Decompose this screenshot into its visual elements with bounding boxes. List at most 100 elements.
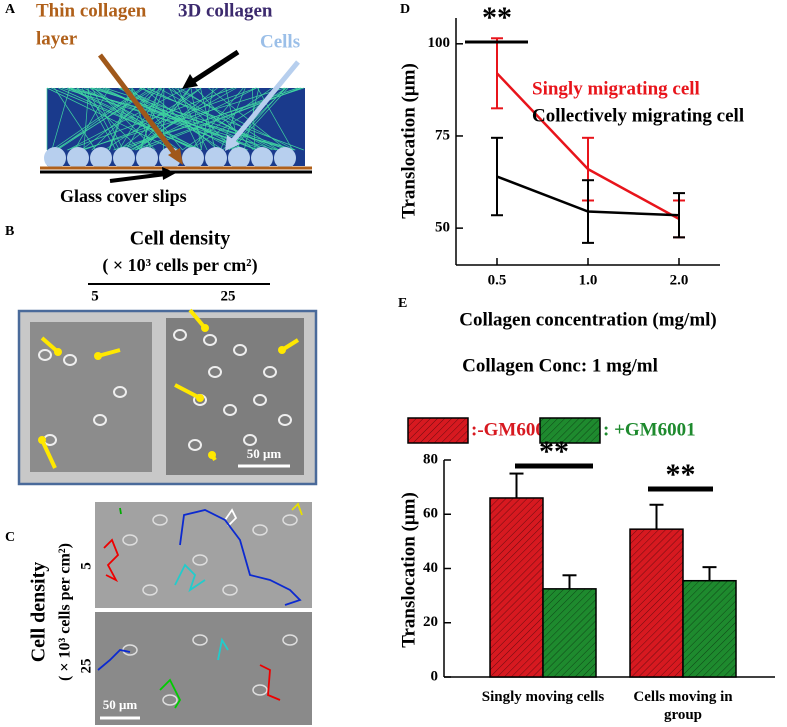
fiber — [158, 87, 273, 151]
track — [174, 563, 206, 593]
arrow-head — [168, 148, 183, 165]
fiber — [174, 87, 296, 151]
track — [119, 507, 122, 515]
y-tick-label: 80 — [423, 451, 438, 467]
bar — [489, 497, 544, 678]
cell — [122, 534, 138, 546]
scale-label: 50 μm — [247, 446, 282, 461]
fiber — [58, 87, 198, 151]
label: 3D collagen — [178, 0, 273, 21]
arrow-head — [54, 348, 62, 356]
fiber — [140, 87, 301, 151]
chart-d: 50 75 100 0.5 1.0 2.0 Collagen concentration (… — [398, 1, 744, 330]
chart-e: 0 20 40 60 80 Collagen Conc: 1 mg/ml Transloca… — [398, 355, 775, 684]
density: 25 — [221, 288, 236, 304]
tracks — [97, 502, 303, 709]
cell — [228, 147, 250, 169]
arrow — [190, 49, 240, 85]
arrow — [98, 53, 180, 160]
bar — [682, 579, 737, 678]
cells — [38, 329, 292, 451]
fiber — [139, 87, 165, 151]
cell — [203, 334, 217, 346]
legend-entry: :-GM6001 — [471, 419, 554, 440]
density: 5 — [91, 288, 99, 304]
density: 25 — [78, 659, 94, 674]
annotation: ** — [482, 1, 512, 34]
fiber — [171, 87, 235, 151]
track — [217, 637, 229, 661]
track — [259, 664, 281, 701]
panel-label: D — [400, 2, 410, 17]
cell — [152, 514, 168, 526]
y-tick-label: 75 — [435, 127, 450, 143]
fiber — [225, 87, 240, 151]
error-bar — [562, 574, 577, 589]
cell — [222, 584, 238, 596]
cell — [251, 147, 273, 169]
cell — [192, 634, 208, 646]
error-bar — [582, 179, 594, 244]
fiber — [126, 87, 237, 151]
track — [159, 678, 182, 709]
fiber — [118, 87, 235, 151]
fiber — [55, 87, 145, 151]
fiber — [182, 87, 273, 151]
error-bar — [702, 566, 717, 581]
cell — [252, 524, 268, 536]
panel-label: E — [398, 296, 407, 311]
fiber — [104, 87, 295, 151]
fiber — [126, 87, 224, 151]
cell — [253, 394, 267, 406]
cell — [113, 147, 135, 169]
arrow-head — [278, 346, 286, 354]
cell — [90, 147, 112, 169]
track — [103, 538, 120, 583]
y-tick-label: 20 — [423, 614, 438, 630]
cell — [93, 414, 107, 426]
cell — [263, 366, 277, 378]
x-axis-label: Collagen concentration (mg/ml) — [459, 309, 717, 330]
cell — [282, 514, 298, 526]
panel-label: C — [5, 530, 15, 545]
cell — [233, 344, 247, 356]
fiber — [200, 87, 216, 151]
label: Glass cover slips — [60, 186, 187, 206]
cell — [205, 147, 227, 169]
cells — [122, 514, 298, 706]
track — [97, 649, 131, 671]
arrow-head — [162, 167, 176, 180]
fiber — [129, 87, 257, 151]
scale-label: 50 μm — [103, 697, 138, 712]
density: 5 — [78, 562, 94, 570]
y-tick-label: 100 — [428, 35, 451, 51]
x-tick-label: 2.0 — [670, 272, 689, 288]
fiber — [51, 87, 71, 151]
error-bar — [649, 503, 664, 530]
fiber — [91, 87, 156, 151]
arrow — [40, 439, 57, 469]
error-bar — [491, 136, 503, 217]
micrograph — [95, 612, 312, 725]
arrow-head — [196, 394, 204, 402]
title: Cell density — [28, 562, 50, 663]
legend-swatch — [539, 417, 601, 444]
legend-entry: Singly migrating cell — [532, 78, 700, 99]
cell — [188, 439, 202, 451]
track — [224, 508, 238, 527]
panel-a: Thin collagen layer 3D collagen Cells Gl… — [36, 0, 312, 206]
label: Thin collagen — [36, 0, 147, 21]
fiber — [51, 87, 143, 151]
panel-c: Cell density ( × 10³ cells per cm²) 5 25… — [28, 502, 312, 725]
fiber — [54, 87, 96, 151]
x-tick-label: 1.0 — [579, 272, 598, 288]
fiber — [91, 87, 290, 151]
cell — [274, 147, 296, 169]
fiber — [74, 87, 110, 151]
legend-entry: Collectively migrating cell — [532, 105, 744, 126]
cell — [162, 694, 178, 706]
fiber — [139, 87, 304, 151]
cell — [252, 684, 268, 696]
cell — [182, 147, 204, 169]
